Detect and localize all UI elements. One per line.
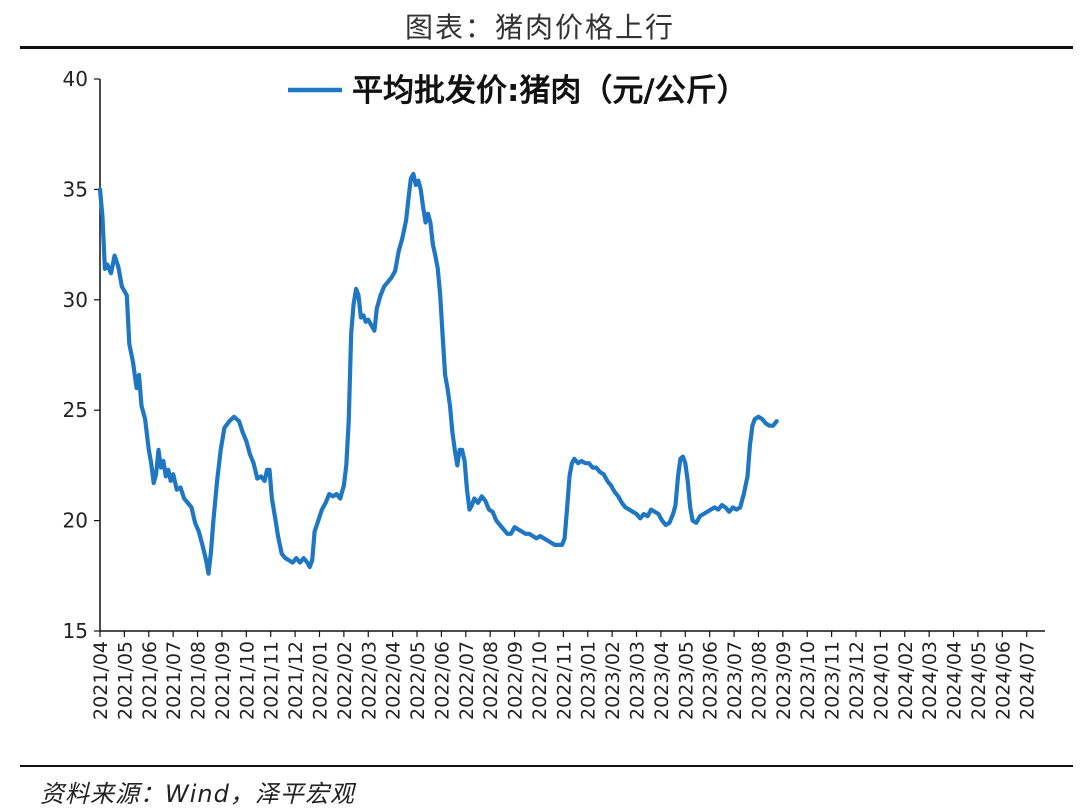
y-tick-label: 35 (63, 177, 88, 201)
x-tick-label: 2022/05 (407, 641, 429, 720)
x-axis-ticks: 2021/04 2021/05 2021/06 2021/07 2021/08 2021/… (90, 631, 1039, 720)
x-tick-label: 2024/02 (895, 641, 917, 720)
x-tick-label: 2023/01 (578, 641, 600, 720)
x-tick-label: 2022/07 (456, 641, 478, 720)
x-tick-label: 2023/04 (651, 641, 673, 720)
series-layer (97, 171, 779, 576)
x-tick-label: 2021/09 (212, 641, 234, 720)
x-tick-label: 2021/07 (163, 641, 185, 720)
x-tick-label: 2022/10 (529, 641, 551, 720)
x-tick-label: 2023/08 (748, 641, 770, 720)
y-tick-label: 20 (63, 509, 88, 533)
x-tick-label: 2023/03 (627, 641, 649, 720)
legend: 平均批发价:猪肉（元/公斤） (288, 73, 748, 109)
x-tick-label: 2021/08 (188, 641, 210, 720)
y-tick-label: 25 (63, 398, 88, 422)
x-tick-label: 2024/05 (968, 641, 990, 720)
x-tick-label: 2023/11 (822, 641, 844, 720)
x-tick-label: 2021/12 (285, 641, 307, 720)
y-tick-label: 30 (63, 288, 88, 312)
legend-label: 平均批发价:猪肉（元/公斤） (352, 73, 748, 109)
page-title: 图表：猪肉价格上行 (404, 11, 675, 44)
x-tick-label: 2021/04 (90, 641, 112, 720)
x-tick-label: 2023/05 (675, 641, 697, 720)
x-tick-label: 2022/11 (553, 641, 575, 720)
x-tick-label: 2023/02 (602, 641, 624, 720)
x-tick-label: 2024/06 (992, 641, 1014, 720)
x-tick-label: 2023/12 (846, 641, 868, 720)
source-note: 资料来源：Wind，泽平宏观 (40, 780, 355, 808)
x-tick-label: 2021/10 (236, 641, 258, 720)
top-rule (20, 46, 1073, 49)
bottom-rule (20, 765, 1073, 767)
x-tick-label: 2022/03 (358, 641, 380, 720)
x-tick-label: 2023/07 (724, 641, 746, 720)
x-tick-label: 2021/06 (139, 641, 161, 720)
x-tick-label: 2024/04 (944, 641, 966, 720)
x-tick-label: 2022/09 (505, 641, 527, 720)
y-axis-ticks: 15 20 25 30 35 40 (63, 67, 100, 643)
x-tick-label: 2024/03 (919, 641, 941, 720)
x-tick-label: 2024/07 (1017, 641, 1039, 720)
y-tick-label: 40 (63, 67, 88, 91)
x-tick-label: 2022/04 (383, 641, 405, 720)
y-tick-label: 15 (63, 619, 88, 643)
x-tick-label: 2024/01 (870, 641, 892, 720)
x-tick-label: 2022/02 (334, 641, 356, 720)
series-line (97, 171, 779, 576)
x-tick-label: 2021/11 (261, 641, 283, 720)
x-tick-label: 2023/09 (773, 641, 795, 720)
x-tick-label: 2022/01 (309, 641, 331, 720)
x-tick-label: 2021/05 (114, 641, 136, 720)
x-tick-label: 2023/06 (700, 641, 722, 720)
x-tick-label: 2022/08 (480, 641, 502, 720)
x-tick-label: 2022/06 (431, 641, 453, 720)
x-tick-label: 2023/10 (797, 641, 819, 720)
